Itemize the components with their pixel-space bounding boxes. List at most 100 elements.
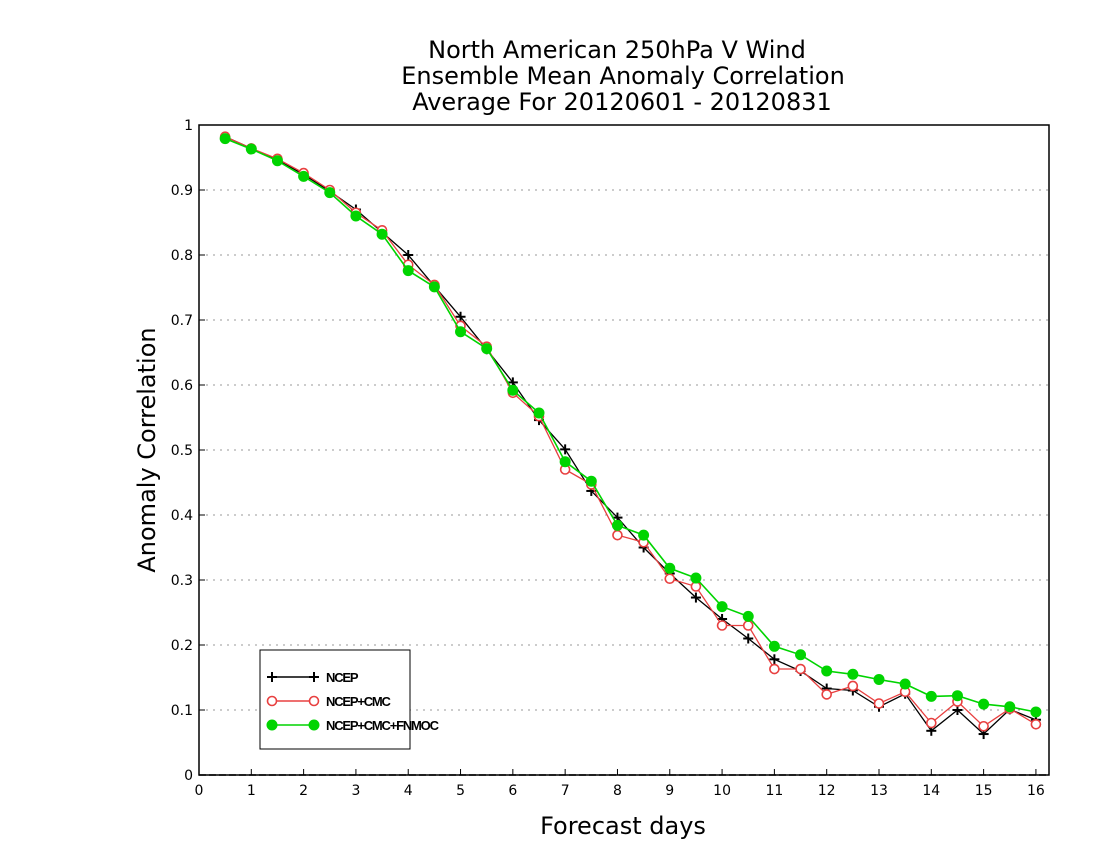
data-point xyxy=(742,610,754,622)
data-point xyxy=(768,640,780,652)
y-tick-label: 0.7 xyxy=(171,313,193,329)
data-point xyxy=(271,155,283,167)
legend-box xyxy=(259,649,411,750)
x-tick-label: 9 xyxy=(665,783,674,799)
y-tick-label: 0.8 xyxy=(171,248,193,264)
y-tick-label: 0.5 xyxy=(171,443,193,459)
data-point xyxy=(795,663,806,675)
legend-marker xyxy=(309,672,319,682)
legend-label: NCEP+CMC+FNMOC xyxy=(326,718,440,733)
title-line-1: North American 250hPa V Wind xyxy=(428,36,806,64)
x-tick-label: 7 xyxy=(561,783,570,799)
data-point xyxy=(455,326,467,338)
data-point xyxy=(612,529,623,541)
x-tick-label: 16 xyxy=(1027,783,1045,799)
y-tick-label: 0.6 xyxy=(171,378,193,394)
data-point xyxy=(873,698,885,709)
data-point xyxy=(926,717,937,729)
series-3 xyxy=(219,133,1042,718)
x-tick-label: 6 xyxy=(508,783,517,799)
data-point xyxy=(847,680,859,692)
data-point xyxy=(245,143,257,155)
data-point xyxy=(769,663,780,675)
legend-marker xyxy=(267,672,277,682)
x-tick-label: 14 xyxy=(922,783,940,799)
y-tick-label: 0.3 xyxy=(171,573,193,589)
x-tick-label: 2 xyxy=(299,783,308,799)
data-point xyxy=(690,572,702,584)
data-point xyxy=(847,668,859,680)
data-point xyxy=(638,529,650,541)
series-1 xyxy=(220,131,1041,740)
data-point xyxy=(1030,706,1042,718)
data-point xyxy=(1004,701,1016,713)
data-point xyxy=(585,475,597,487)
data-point xyxy=(716,601,728,613)
x-tick-label: 15 xyxy=(975,783,993,799)
data-point xyxy=(925,690,937,702)
y-tick-label: 0.9 xyxy=(171,183,193,199)
y-axis-label: Anomaly Correlation xyxy=(133,327,161,572)
legend-marker xyxy=(266,719,278,731)
data-point xyxy=(873,673,885,685)
data-point xyxy=(507,384,519,396)
series-line xyxy=(224,136,1037,735)
series-2 xyxy=(219,131,1042,732)
data-point xyxy=(559,456,571,468)
data-point xyxy=(611,519,623,531)
y-tick-label: 0.1 xyxy=(171,703,193,719)
x-tick-label: 11 xyxy=(765,783,783,799)
chart-title: North American 250hPa V Wind Ensemble Me… xyxy=(401,36,845,116)
data-point xyxy=(664,562,676,574)
x-tick-label: 4 xyxy=(404,783,413,799)
axis-ticks: 00.10.20.30.40.50.60.70.80.910 1 2 3 4 5 6 7 8 9 1… xyxy=(171,118,1045,799)
x-tick-label: 3 xyxy=(351,783,360,799)
y-tick-label: 1 xyxy=(184,118,193,134)
x-tick-label: 1 xyxy=(247,783,256,799)
series-line xyxy=(224,136,1037,728)
title-line-3: Average For 20120601 - 20120831 xyxy=(412,88,832,116)
data-point xyxy=(743,633,754,644)
data-point xyxy=(664,573,676,585)
data-point xyxy=(1030,718,1042,730)
title-line-2: Ensemble Mean Anomaly Correlation xyxy=(401,62,845,90)
data-point xyxy=(795,649,807,661)
x-tick-label: 8 xyxy=(613,783,622,799)
data-point xyxy=(821,665,833,677)
data-point xyxy=(481,343,493,355)
data-point xyxy=(403,250,414,260)
legend-label: NCEP xyxy=(326,670,359,685)
legend-marker xyxy=(308,695,320,707)
data-point xyxy=(298,170,310,182)
data-point xyxy=(455,311,466,322)
data-point xyxy=(978,698,990,710)
x-tick-label: 5 xyxy=(456,783,465,799)
y-tick-label: 0.4 xyxy=(171,508,193,524)
series-line xyxy=(224,137,1037,713)
data-point xyxy=(560,444,571,455)
x-tick-label: 0 xyxy=(195,783,204,799)
data-point xyxy=(690,592,701,603)
data-point xyxy=(716,620,728,631)
data-point xyxy=(742,620,754,631)
legend-marker xyxy=(266,695,278,707)
x-tick-label: 13 xyxy=(870,783,888,799)
x-axis-label: Forecast days xyxy=(540,812,706,840)
data-point xyxy=(219,133,231,145)
data-point xyxy=(402,265,414,277)
data-point xyxy=(821,689,832,700)
x-tick-label: 12 xyxy=(818,783,836,799)
data-point xyxy=(428,281,440,293)
data-point xyxy=(769,654,780,665)
data-point xyxy=(376,228,388,240)
data-point xyxy=(978,720,989,732)
data-point xyxy=(951,690,963,702)
x-tick-label: 10 xyxy=(713,783,731,799)
data-point xyxy=(350,210,362,222)
legend: NCEP NCEP+CMC NCEP+CMC+FNMOC xyxy=(259,649,441,750)
series-layer xyxy=(219,131,1042,740)
y-tick-label: 0 xyxy=(184,768,193,784)
data-point xyxy=(899,678,911,690)
legend-marker xyxy=(308,719,320,731)
